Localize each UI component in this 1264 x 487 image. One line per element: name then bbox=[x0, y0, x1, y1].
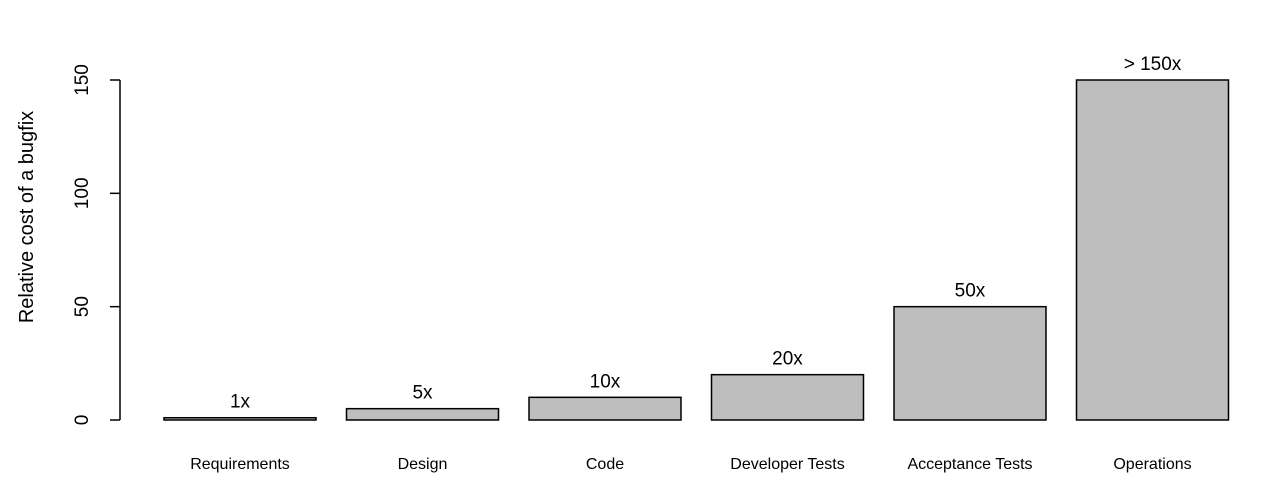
category-label: Requirements bbox=[190, 456, 290, 473]
data-label: 20x bbox=[772, 349, 803, 370]
y-axis: 0 50 100 150 bbox=[72, 64, 121, 426]
y-tick-label: 100 bbox=[72, 177, 93, 209]
bar bbox=[163, 416, 317, 421]
data-label: 1x bbox=[230, 392, 251, 413]
data-label: 10x bbox=[590, 371, 621, 392]
data-label: > 150x bbox=[1124, 54, 1182, 75]
category-label: Acceptance Tests bbox=[907, 456, 1032, 473]
category-label: Developer Tests bbox=[730, 456, 844, 473]
y-tick-label: 0 bbox=[72, 415, 93, 426]
data-label: 50x bbox=[955, 281, 986, 302]
y-tick-label: 50 bbox=[72, 296, 93, 317]
bars bbox=[163, 79, 1230, 421]
bar bbox=[528, 396, 682, 421]
category-label: Operations bbox=[1113, 456, 1191, 473]
category-label: Code bbox=[586, 456, 624, 473]
data-labels: 1x 5x 10x 20x 50x > 150x bbox=[230, 54, 1182, 413]
y-axis-title: Relative cost of a bugfix bbox=[16, 111, 38, 323]
category-labels: Requirements Design Code Developer Tests Acc… bbox=[190, 456, 1191, 473]
bar bbox=[710, 373, 865, 421]
data-label: 5x bbox=[412, 383, 433, 404]
category-label: Design bbox=[398, 456, 448, 473]
y-tick-label: 150 bbox=[72, 64, 93, 96]
bar bbox=[893, 305, 1047, 421]
bar bbox=[345, 407, 500, 421]
bar bbox=[1075, 79, 1230, 421]
